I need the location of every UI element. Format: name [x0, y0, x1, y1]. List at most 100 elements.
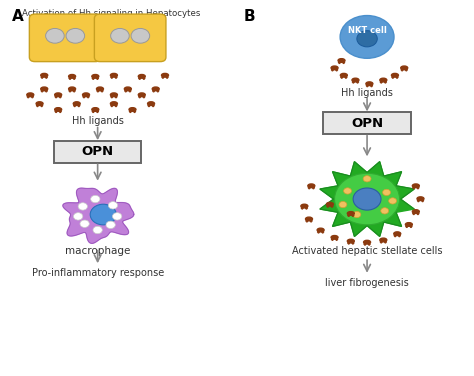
- Ellipse shape: [405, 223, 412, 226]
- Polygon shape: [59, 96, 62, 98]
- Polygon shape: [306, 221, 308, 222]
- Text: Hh ligands: Hh ligands: [72, 116, 124, 126]
- Ellipse shape: [412, 184, 419, 188]
- Circle shape: [335, 173, 400, 225]
- Circle shape: [340, 15, 394, 58]
- Polygon shape: [143, 96, 145, 98]
- Polygon shape: [396, 77, 398, 78]
- Polygon shape: [110, 96, 113, 98]
- Polygon shape: [110, 105, 113, 107]
- Polygon shape: [148, 105, 150, 107]
- Ellipse shape: [55, 108, 62, 111]
- Ellipse shape: [82, 93, 90, 97]
- Text: Hh ligands: Hh ligands: [341, 88, 393, 98]
- Polygon shape: [143, 78, 145, 79]
- Polygon shape: [406, 226, 408, 227]
- Ellipse shape: [364, 240, 371, 244]
- Polygon shape: [341, 77, 343, 78]
- Text: Activation of Hh signaling in Hepatocytes: Activation of Hh signaling in Hepatocyte…: [22, 9, 201, 18]
- Polygon shape: [336, 70, 338, 71]
- Circle shape: [80, 220, 89, 227]
- Polygon shape: [364, 244, 366, 245]
- Polygon shape: [305, 208, 308, 209]
- Ellipse shape: [152, 87, 159, 91]
- Text: OPN: OPN: [82, 146, 114, 158]
- Polygon shape: [327, 206, 329, 207]
- Circle shape: [78, 203, 87, 210]
- Ellipse shape: [347, 239, 354, 243]
- Polygon shape: [69, 91, 71, 92]
- Text: macrophage: macrophage: [65, 246, 130, 256]
- Polygon shape: [45, 77, 47, 78]
- Polygon shape: [347, 243, 350, 244]
- Polygon shape: [156, 91, 159, 92]
- Polygon shape: [384, 82, 387, 83]
- Ellipse shape: [92, 74, 99, 78]
- Ellipse shape: [308, 184, 315, 188]
- Polygon shape: [73, 91, 75, 92]
- Circle shape: [353, 211, 361, 218]
- Circle shape: [357, 31, 377, 47]
- Polygon shape: [41, 91, 43, 92]
- Ellipse shape: [401, 66, 408, 70]
- Polygon shape: [133, 111, 136, 113]
- Circle shape: [112, 213, 122, 220]
- Ellipse shape: [306, 217, 312, 221]
- Polygon shape: [92, 78, 94, 79]
- Polygon shape: [101, 91, 103, 92]
- Ellipse shape: [162, 73, 168, 77]
- Polygon shape: [342, 62, 345, 64]
- Ellipse shape: [69, 87, 75, 91]
- Polygon shape: [96, 78, 99, 79]
- Ellipse shape: [69, 74, 75, 78]
- Ellipse shape: [352, 78, 359, 82]
- Polygon shape: [301, 208, 303, 209]
- Polygon shape: [69, 78, 71, 79]
- Polygon shape: [410, 226, 412, 227]
- Text: OPN: OPN: [351, 117, 383, 130]
- Polygon shape: [162, 77, 164, 78]
- Polygon shape: [417, 200, 419, 202]
- Polygon shape: [405, 70, 408, 71]
- Ellipse shape: [36, 102, 43, 105]
- Polygon shape: [55, 96, 57, 98]
- Text: NKT cell: NKT cell: [347, 26, 386, 35]
- Polygon shape: [347, 215, 350, 217]
- Polygon shape: [352, 243, 354, 244]
- Polygon shape: [366, 85, 368, 87]
- Ellipse shape: [301, 204, 308, 208]
- Polygon shape: [320, 162, 414, 237]
- Polygon shape: [417, 213, 419, 215]
- Polygon shape: [115, 77, 117, 78]
- Ellipse shape: [392, 73, 399, 77]
- Text: A: A: [12, 9, 23, 24]
- Circle shape: [46, 29, 64, 43]
- Polygon shape: [321, 232, 324, 233]
- Ellipse shape: [55, 93, 62, 97]
- Ellipse shape: [340, 73, 347, 77]
- Polygon shape: [152, 105, 155, 107]
- Circle shape: [131, 29, 150, 43]
- Polygon shape: [356, 82, 359, 83]
- Polygon shape: [352, 215, 354, 217]
- Circle shape: [383, 189, 391, 196]
- Polygon shape: [125, 91, 127, 92]
- Polygon shape: [92, 111, 94, 113]
- Ellipse shape: [138, 74, 145, 78]
- Polygon shape: [384, 242, 387, 243]
- Polygon shape: [166, 77, 168, 78]
- Polygon shape: [394, 235, 396, 237]
- Polygon shape: [96, 111, 99, 113]
- Ellipse shape: [417, 197, 424, 200]
- Polygon shape: [31, 96, 34, 98]
- Polygon shape: [336, 239, 338, 241]
- Polygon shape: [73, 105, 76, 107]
- Polygon shape: [368, 244, 370, 245]
- Circle shape: [339, 202, 347, 208]
- Polygon shape: [370, 85, 373, 87]
- Polygon shape: [115, 96, 117, 98]
- Polygon shape: [308, 188, 310, 189]
- Polygon shape: [331, 70, 334, 71]
- Ellipse shape: [73, 102, 80, 105]
- Polygon shape: [59, 111, 62, 113]
